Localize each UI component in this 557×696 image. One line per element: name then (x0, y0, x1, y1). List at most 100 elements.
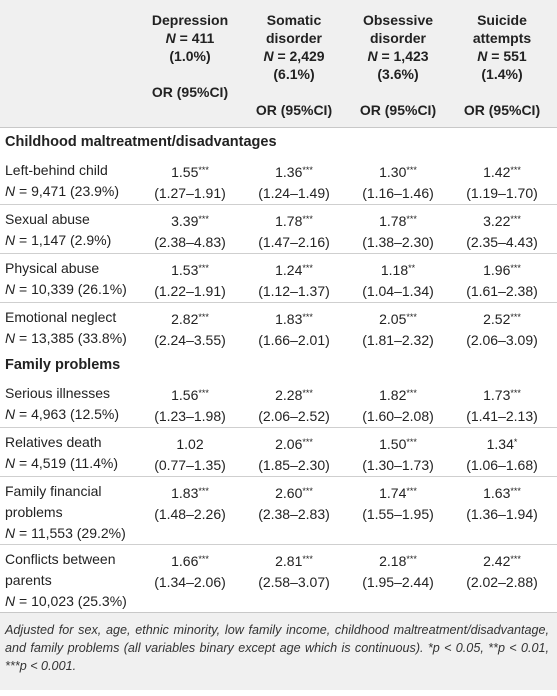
or-value: 2.82 (171, 311, 199, 327)
or-cell: 1.63*** (1.36–1.94) (450, 477, 554, 544)
or-cell: 1.55*** (1.27–1.91) (138, 156, 242, 204)
table-header: Depression N = 411 (1.0%) OR (95%CI) Somatic… (0, 0, 557, 128)
or-value-line: 1.55*** (138, 160, 242, 183)
significance-stars: *** (406, 312, 417, 322)
or-cell: 1.30*** (1.16–1.46) (346, 156, 450, 204)
header-name-line: Somatic (266, 12, 322, 28)
header-or: OR (95%CI) (359, 102, 437, 118)
or-ci: (1.95–2.44) (362, 574, 434, 590)
row-n: N = 10,023 (25.3%) (5, 593, 127, 609)
or-value: 1.30 (379, 164, 407, 180)
header-name-line: attempts (472, 30, 532, 46)
or-cell: 3.39*** (2.38–4.83) (138, 205, 242, 253)
or-value-line: 1.78*** (242, 209, 346, 232)
or-cell: 1.56*** (1.23–1.98) (138, 379, 242, 427)
or-value-line: 1.02 (138, 432, 242, 455)
or-value-line: 1.50*** (346, 432, 450, 455)
significance-stars: *** (510, 554, 521, 564)
or-cell: 1.36*** (1.24–1.49) (242, 156, 346, 204)
or-value-line: 3.39*** (138, 209, 242, 232)
significance-stars: *** (198, 486, 209, 496)
header-n: N = 1,423 (367, 48, 429, 64)
or-ci: (1.04–1.34) (362, 283, 434, 299)
or-cell: 2.28*** (2.06–2.52) (242, 379, 346, 427)
significance-stars: *** (302, 312, 313, 322)
or-value: 1.36 (275, 164, 303, 180)
or-cell: 1.18** (1.04–1.34) (346, 254, 450, 302)
or-cell: 2.06*** (1.85–2.30) (242, 428, 346, 476)
or-value: 2.05 (379, 311, 407, 327)
or-value-line: 1.24*** (242, 258, 346, 281)
or-value-line: 1.82*** (346, 383, 450, 406)
or-cell: 1.83*** (1.48–2.26) (138, 477, 242, 544)
or-cell: 1.50*** (1.30–1.73) (346, 428, 450, 476)
or-ci: (2.24–3.55) (154, 332, 226, 348)
table-row: Sexual abuse N = 1,147 (2.9%) 3.39*** (2.38… (0, 204, 557, 253)
row-label: Sexual abuse N = 1,147 (2.9%) (0, 205, 138, 253)
or-value: 3.39 (171, 213, 199, 229)
significance-stars: *** (510, 165, 521, 175)
or-value-line: 1.53*** (138, 258, 242, 281)
header-stub (0, 0, 138, 127)
row-label: Family financial problems N = 11,553 (29.2… (0, 477, 138, 544)
header-name-line: Depression (151, 12, 229, 28)
or-value-line: 2.52*** (450, 307, 554, 330)
header-n: N = 2,429 (263, 48, 325, 64)
or-value: 2.42 (483, 553, 511, 569)
table-row: Left-behind child N = 9,471 (23.9%) 1.55**… (0, 156, 557, 204)
row-label-line: Family financial (5, 483, 102, 499)
table-row: Family financial problems N = 11,553 (29.2… (0, 476, 557, 544)
or-value: 2.28 (275, 387, 303, 403)
row-n: N = 4,963 (12.5%) (5, 406, 120, 422)
row-label-line: Relatives death (5, 434, 102, 450)
section-title: Family problems (5, 357, 121, 373)
row-label: Left-behind child N = 9,471 (23.9%) (0, 156, 138, 204)
or-value: 1.24 (275, 262, 303, 278)
or-value-line: 1.66*** (138, 549, 242, 572)
significance-stars: *** (198, 388, 209, 398)
or-value-line: 2.60*** (242, 481, 346, 504)
or-value-line: 2.82*** (138, 307, 242, 330)
or-ci: (2.06–3.09) (466, 332, 538, 348)
or-ci: (1.47–2.16) (258, 234, 330, 250)
or-ci: (1.24–1.49) (258, 185, 330, 201)
significance-stars: *** (406, 165, 417, 175)
or-value-line: 2.18*** (346, 549, 450, 572)
significance-stars: *** (510, 388, 521, 398)
or-value: 1.34 (486, 436, 514, 452)
or-ci: (1.55–1.95) (362, 506, 434, 522)
or-cell: 3.22*** (2.35–4.43) (450, 205, 554, 253)
or-cell: 2.05*** (1.81–2.32) (346, 303, 450, 351)
header-or: OR (95%CI) (463, 102, 541, 118)
or-ci: (1.23–1.98) (154, 408, 226, 424)
significance-stars: *** (406, 486, 417, 496)
or-ci: (2.02–2.88) (466, 574, 538, 590)
or-value: 1.55 (171, 164, 199, 180)
header-or: OR (95%CI) (151, 84, 229, 100)
significance-stars: *** (198, 214, 209, 224)
or-ci: (1.61–2.38) (466, 283, 538, 299)
significance-stars: *** (406, 437, 417, 447)
or-ci: (1.60–2.08) (362, 408, 434, 424)
significance-stars: *** (198, 554, 209, 564)
or-value-line: 2.42*** (450, 549, 554, 572)
or-value: 3.22 (483, 213, 511, 229)
or-value: 2.52 (483, 311, 511, 327)
row-label: Conflicts between parents N = 10,023 (25.3… (0, 545, 138, 612)
or-value-line: 3.22*** (450, 209, 554, 232)
or-ci: (2.06–2.52) (258, 408, 330, 424)
or-cell: 1.78*** (1.38–2.30) (346, 205, 450, 253)
header-n: N = 551 (477, 48, 527, 64)
or-ci: (2.58–3.07) (258, 574, 330, 590)
or-cell: 1.78*** (1.47–2.16) (242, 205, 346, 253)
or-value: 1.02 (176, 436, 204, 452)
significance-stars: *** (198, 263, 209, 273)
or-value-line: 1.42*** (450, 160, 554, 183)
row-n: N = 10,339 (26.1%) (5, 281, 127, 297)
or-value: 1.74 (379, 485, 407, 501)
header-pct: (3.6%) (377, 66, 419, 82)
significance-stars: *** (510, 312, 521, 322)
or-cell: 2.42*** (2.02–2.88) (450, 545, 554, 612)
or-value: 1.42 (483, 164, 511, 180)
